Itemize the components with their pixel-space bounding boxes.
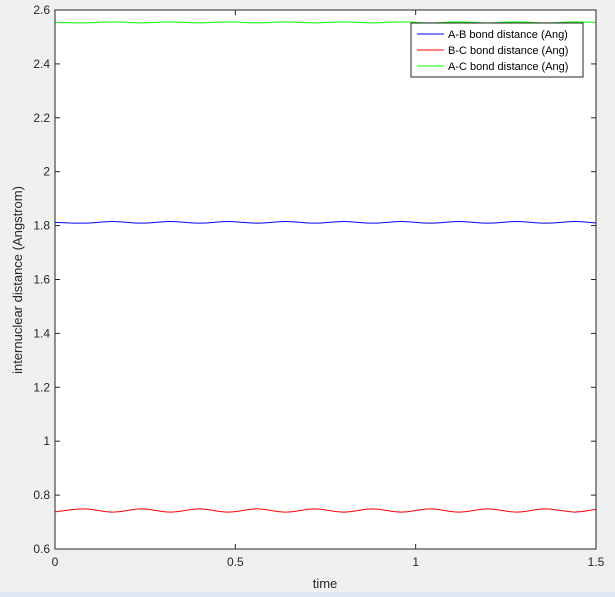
y-tick-label: 0.6 xyxy=(33,542,50,556)
legend: A-B bond distance (Ang) B-C bond distance… xyxy=(410,22,584,78)
y-tick-label: 2.6 xyxy=(33,3,50,17)
y-tick-label: 1.2 xyxy=(33,380,50,394)
y-tick-label: 1.6 xyxy=(33,273,50,287)
series-line-a-b xyxy=(54,221,597,224)
legend-label-a-c: A-C bond distance (Ang) xyxy=(448,61,568,73)
y-tick-label: 0.8 xyxy=(33,488,50,502)
x-tick-label: 0.5 xyxy=(227,555,244,569)
series-layer xyxy=(54,21,597,513)
series-line-a-c xyxy=(54,21,597,24)
plot-area xyxy=(55,10,596,549)
x-tick-label: 1 xyxy=(412,555,419,569)
legend-label-a-b: A-B bond distance (Ang) xyxy=(448,29,568,41)
x-ticks: 0 0.5 1 1.5 xyxy=(52,10,605,569)
x-axis-label: time xyxy=(313,576,338,591)
y-axis-label: internuclear distance (Angstrom) xyxy=(10,186,25,374)
y-tick-label: 2.4 xyxy=(33,57,50,71)
window-bottom-strip xyxy=(0,592,615,597)
y-tick-label: 1.8 xyxy=(33,219,50,233)
y-ticks: 0.6 0.8 1 1.2 1.4 1.6 1.8 2 2.2 2.4 2.6 xyxy=(33,3,596,556)
x-tick-label: 0 xyxy=(52,555,59,569)
x-tick-label: 1.5 xyxy=(588,555,605,569)
y-tick-label: 2.2 xyxy=(33,111,50,125)
y-tick-label: 1 xyxy=(43,434,50,448)
y-tick-label: 1.4 xyxy=(33,326,50,340)
y-tick-label: 2 xyxy=(43,165,50,179)
legend-label-b-c: B-C bond distance (Ang) xyxy=(448,45,568,57)
series-line-b-c xyxy=(54,508,597,513)
